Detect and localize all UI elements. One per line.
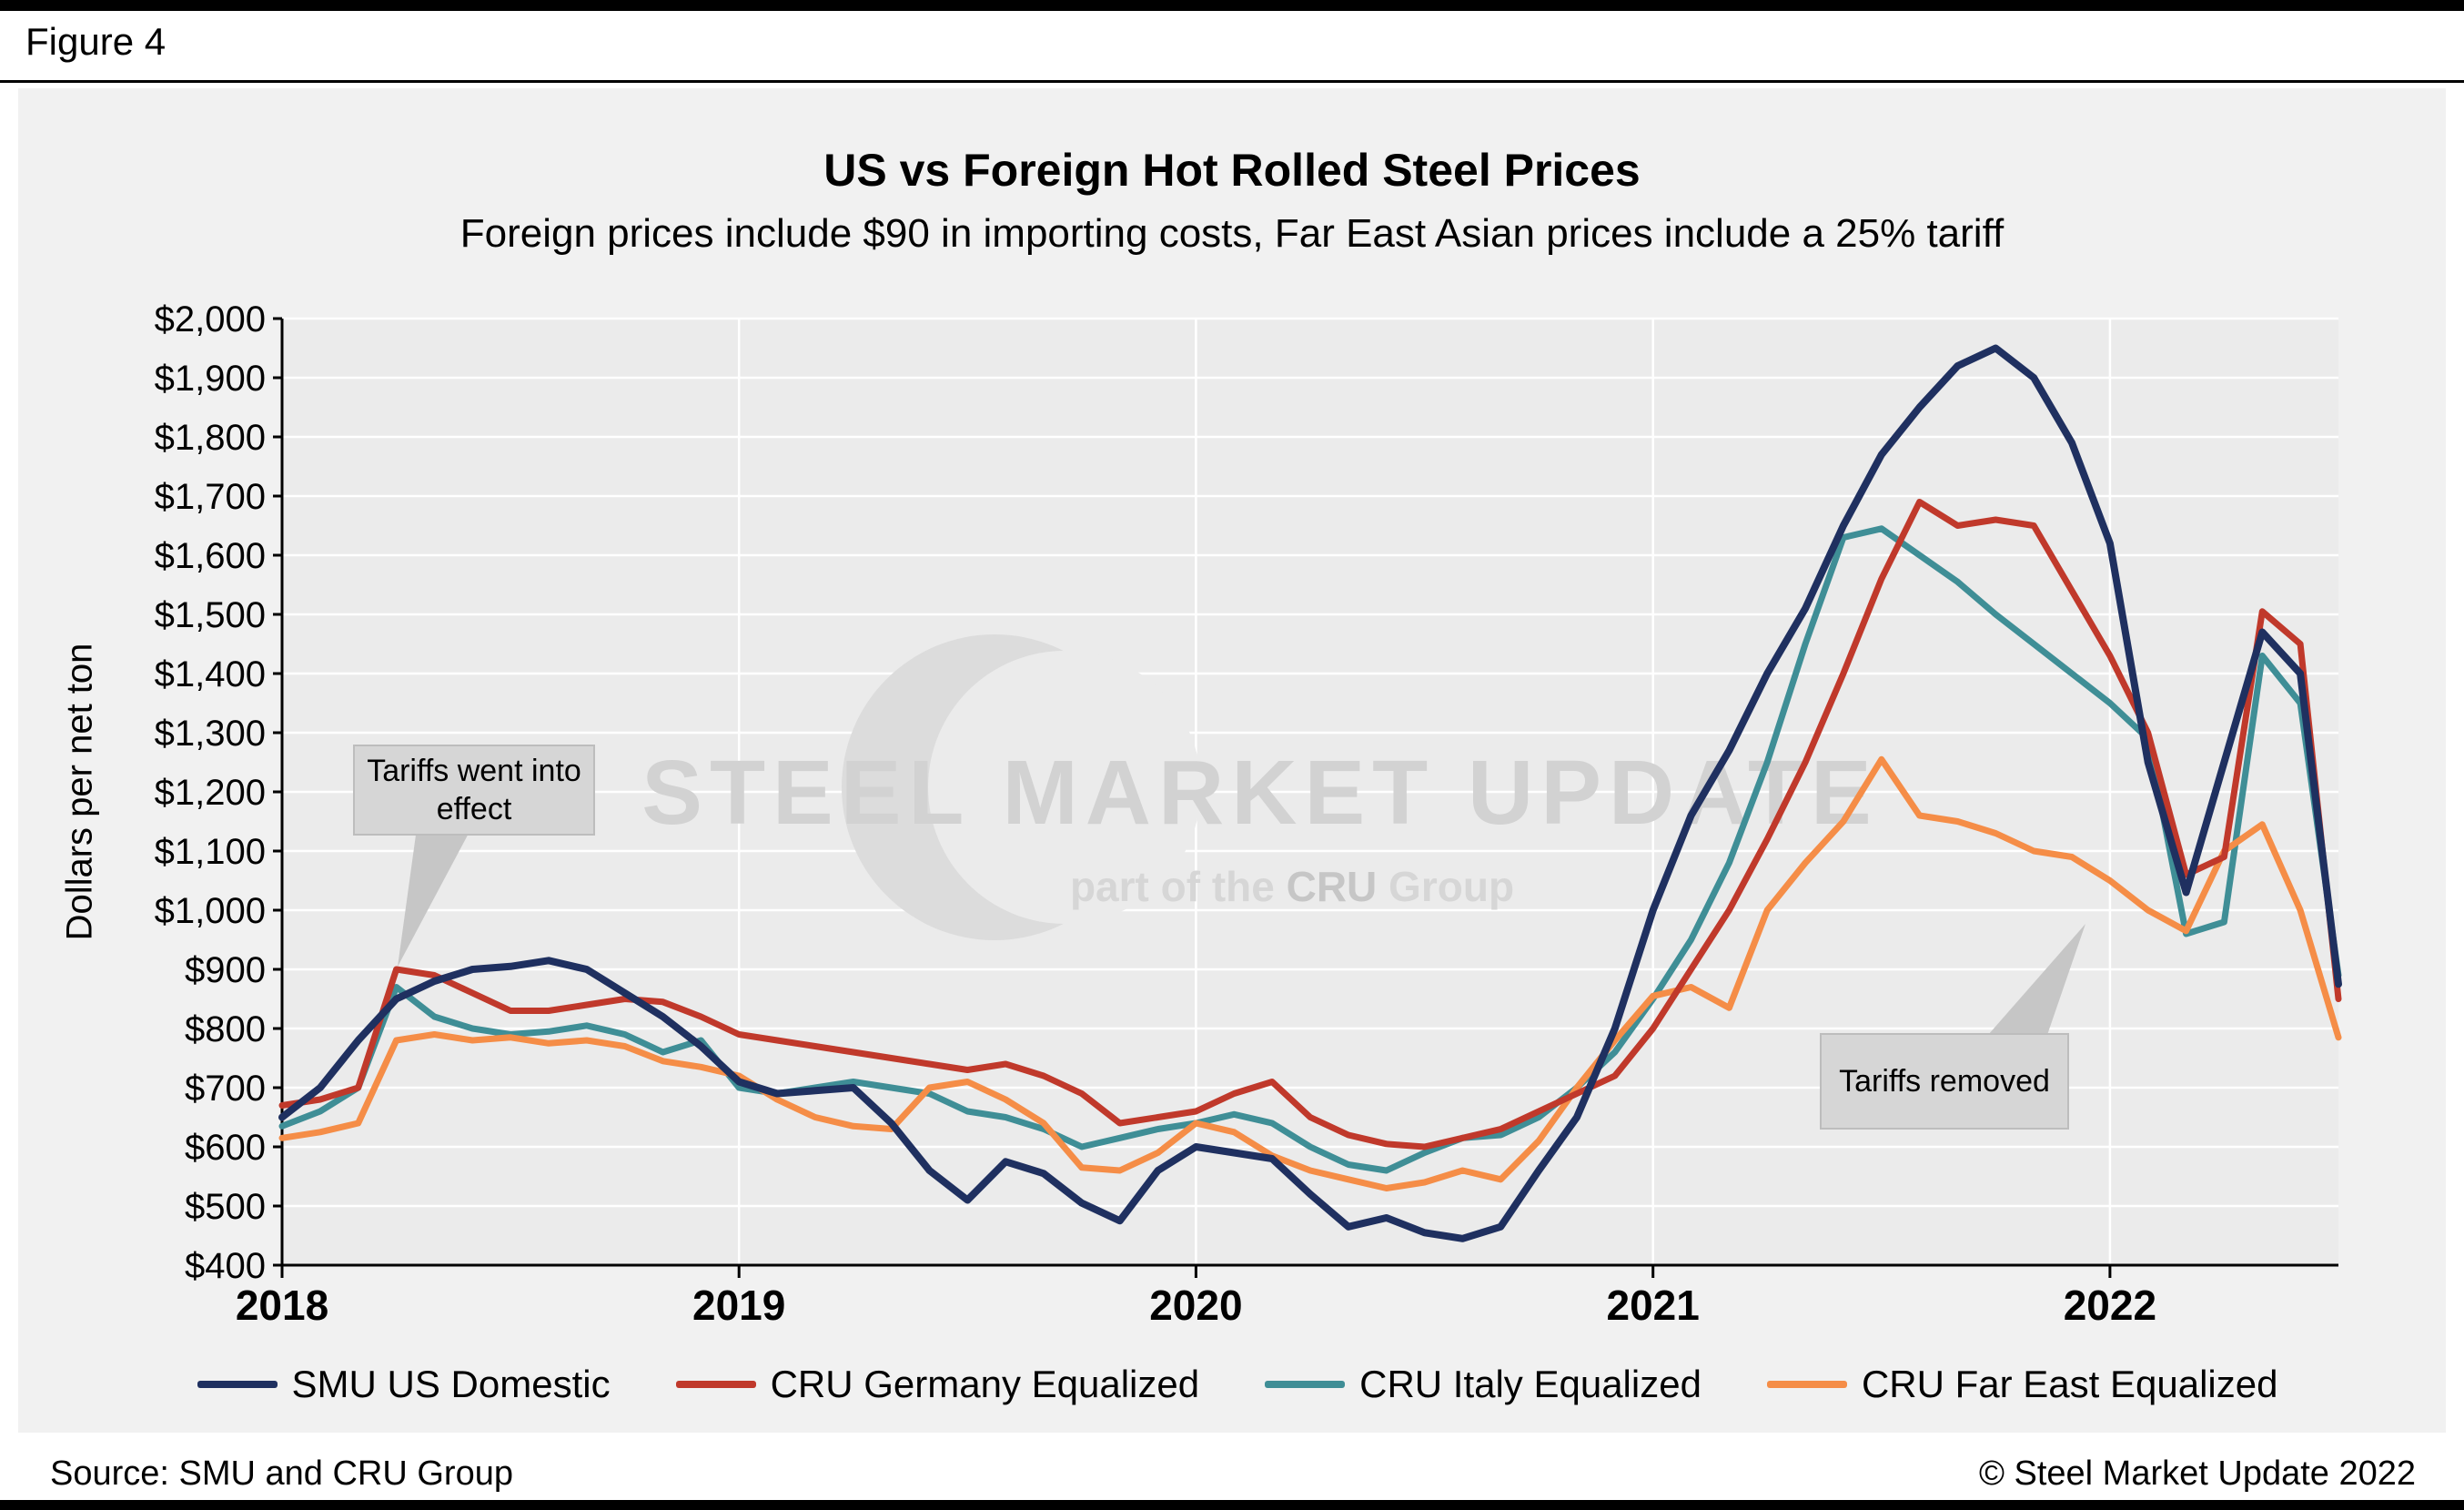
annotation-leader-tariffs-effect (398, 828, 471, 967)
copyright-note: © Steel Market Update 2022 (1978, 1454, 2416, 1493)
annotation-tariffs-went-into-effect: Tariffs went into effect (353, 745, 595, 836)
y-tick-label: $700 (185, 1069, 266, 1109)
x-tick-label: 2019 (692, 1282, 785, 1329)
y-tick-label: $1,200 (155, 773, 266, 813)
legend-swatch-icon (1265, 1381, 1346, 1388)
legend-item-smu-us-domestic: SMU US Domestic (197, 1363, 611, 1406)
chart-legend: SMU US Domestic CRU Germany Equalized CRU … (136, 1363, 2338, 1406)
legend-label: SMU US Domestic (291, 1363, 611, 1405)
annotation-text: Tariffs went into effect (367, 753, 581, 827)
x-tick-label: 2018 (236, 1282, 328, 1329)
top-border-bar (0, 0, 2464, 11)
chart-subtitle: Foreign prices include $90 in importing … (459, 211, 2005, 256)
y-tick-label: $1,700 (155, 477, 266, 517)
y-tick-label: $500 (185, 1187, 266, 1227)
series-line-cru-italy-equalized (278, 525, 2342, 1174)
legend-item-cru-far-east-equalized: CRU Far East Equalized (1766, 1363, 2278, 1406)
annotation-tariffs-removed: Tariffs removed (1820, 1033, 2069, 1130)
series-line-cru-far-east-equalized (278, 755, 2342, 1191)
bottom-border-bar (0, 1500, 2464, 1510)
x-tick-label: 2021 (1607, 1282, 1700, 1329)
legend-label: CRU Italy Equalized (1359, 1363, 1702, 1405)
y-tick-label: $1,600 (155, 536, 266, 576)
annotation-leader-tariffs-removed (1988, 924, 2085, 1035)
legend-item-cru-germany-equalized: CRU Germany Equalized (675, 1363, 1200, 1406)
y-tick-label: $1,400 (155, 654, 266, 694)
y-tick-label: $2,000 (155, 299, 266, 339)
legend-swatch-icon (197, 1381, 278, 1388)
figure-label: Figure 4 (25, 20, 167, 63)
legend-item-cru-italy-equalized: CRU Italy Equalized (1265, 1363, 1702, 1406)
y-tick-label: $600 (185, 1128, 266, 1168)
legend-swatch-icon (675, 1381, 756, 1388)
y-tick-label: $900 (185, 950, 266, 990)
x-tick-label: 2022 (2064, 1282, 2156, 1329)
y-tick-label: $400 (185, 1246, 266, 1286)
watermark-text: STEEL MARKET UPDATE (641, 742, 1878, 844)
y-tick-label: $1,800 (155, 418, 266, 458)
watermark-subtext: part of the CRU Group (1070, 863, 1514, 910)
y-tick-label: $1,100 (155, 832, 266, 872)
y-tick-label: $1,900 (155, 359, 266, 399)
y-tick-label: $1,000 (155, 891, 266, 931)
x-tick-label: 2020 (1149, 1282, 1242, 1329)
y-axis-title: Dollars per net ton (59, 643, 100, 941)
watermark-crescent-cut (928, 651, 1201, 924)
chart-title: US vs Foreign Hot Rolled Steel Prices (823, 145, 1641, 196)
annotation-text: Tariffs removed (1839, 1063, 2050, 1099)
legend-label: CRU Germany Equalized (770, 1363, 1200, 1405)
y-tick-label: $1,300 (155, 714, 266, 754)
source-note: Source: SMU and CRU Group (50, 1454, 513, 1493)
header-divider (0, 80, 2464, 83)
y-tick-label: $1,500 (155, 595, 266, 635)
series-line-cru-germany-equalized (278, 499, 2342, 1150)
legend-swatch-icon (1766, 1381, 1847, 1388)
legend-label: CRU Far East Equalized (1861, 1363, 2278, 1405)
series-line-smu-us-domestic (278, 344, 2342, 1242)
y-tick-label: $800 (185, 1009, 266, 1049)
